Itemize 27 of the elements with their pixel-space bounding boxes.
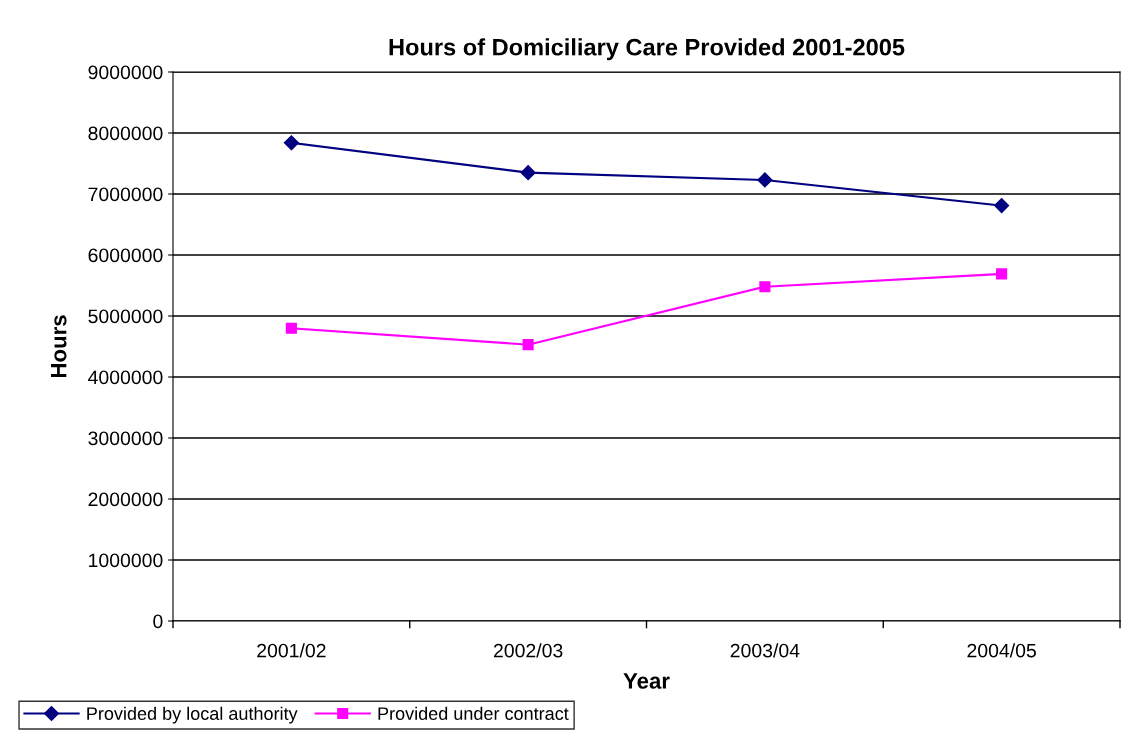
x-axis-title: Year xyxy=(623,673,670,689)
point xyxy=(759,281,771,293)
x-tick-label: 2003/04 xyxy=(730,643,800,658)
y-tick-label: 4000000 xyxy=(88,370,163,385)
y-axis-title: Hours xyxy=(51,315,67,378)
point xyxy=(283,135,299,151)
point xyxy=(520,165,536,181)
point xyxy=(285,322,297,334)
legend-label: Provided by local authority xyxy=(87,706,298,724)
y-tick-label: 9000000 xyxy=(88,65,163,80)
y-tick-label: 5000000 xyxy=(88,309,163,324)
point xyxy=(757,172,773,188)
y-tick-label: 7000000 xyxy=(88,187,163,202)
x-tick-label: 2002/03 xyxy=(493,643,563,658)
y-tick-label: 3000000 xyxy=(88,431,163,446)
x-tick-label: 2004/05 xyxy=(967,643,1036,658)
point xyxy=(994,198,1010,214)
y-tick-label: 6000000 xyxy=(88,248,163,263)
y-tick-label: 1000000 xyxy=(89,553,163,568)
point xyxy=(996,268,1008,280)
legend-label: Provided under contract xyxy=(378,706,569,720)
y-tick-label: 0 xyxy=(153,614,163,629)
y-tick-label: 2000000 xyxy=(88,492,163,507)
point xyxy=(522,339,534,351)
x-tick-label: 2001/02 xyxy=(257,643,326,658)
chart-title: Hours of Domiciliary Care Provided 2001-2005 xyxy=(389,38,905,61)
y-tick-label: 8000000 xyxy=(88,126,163,141)
